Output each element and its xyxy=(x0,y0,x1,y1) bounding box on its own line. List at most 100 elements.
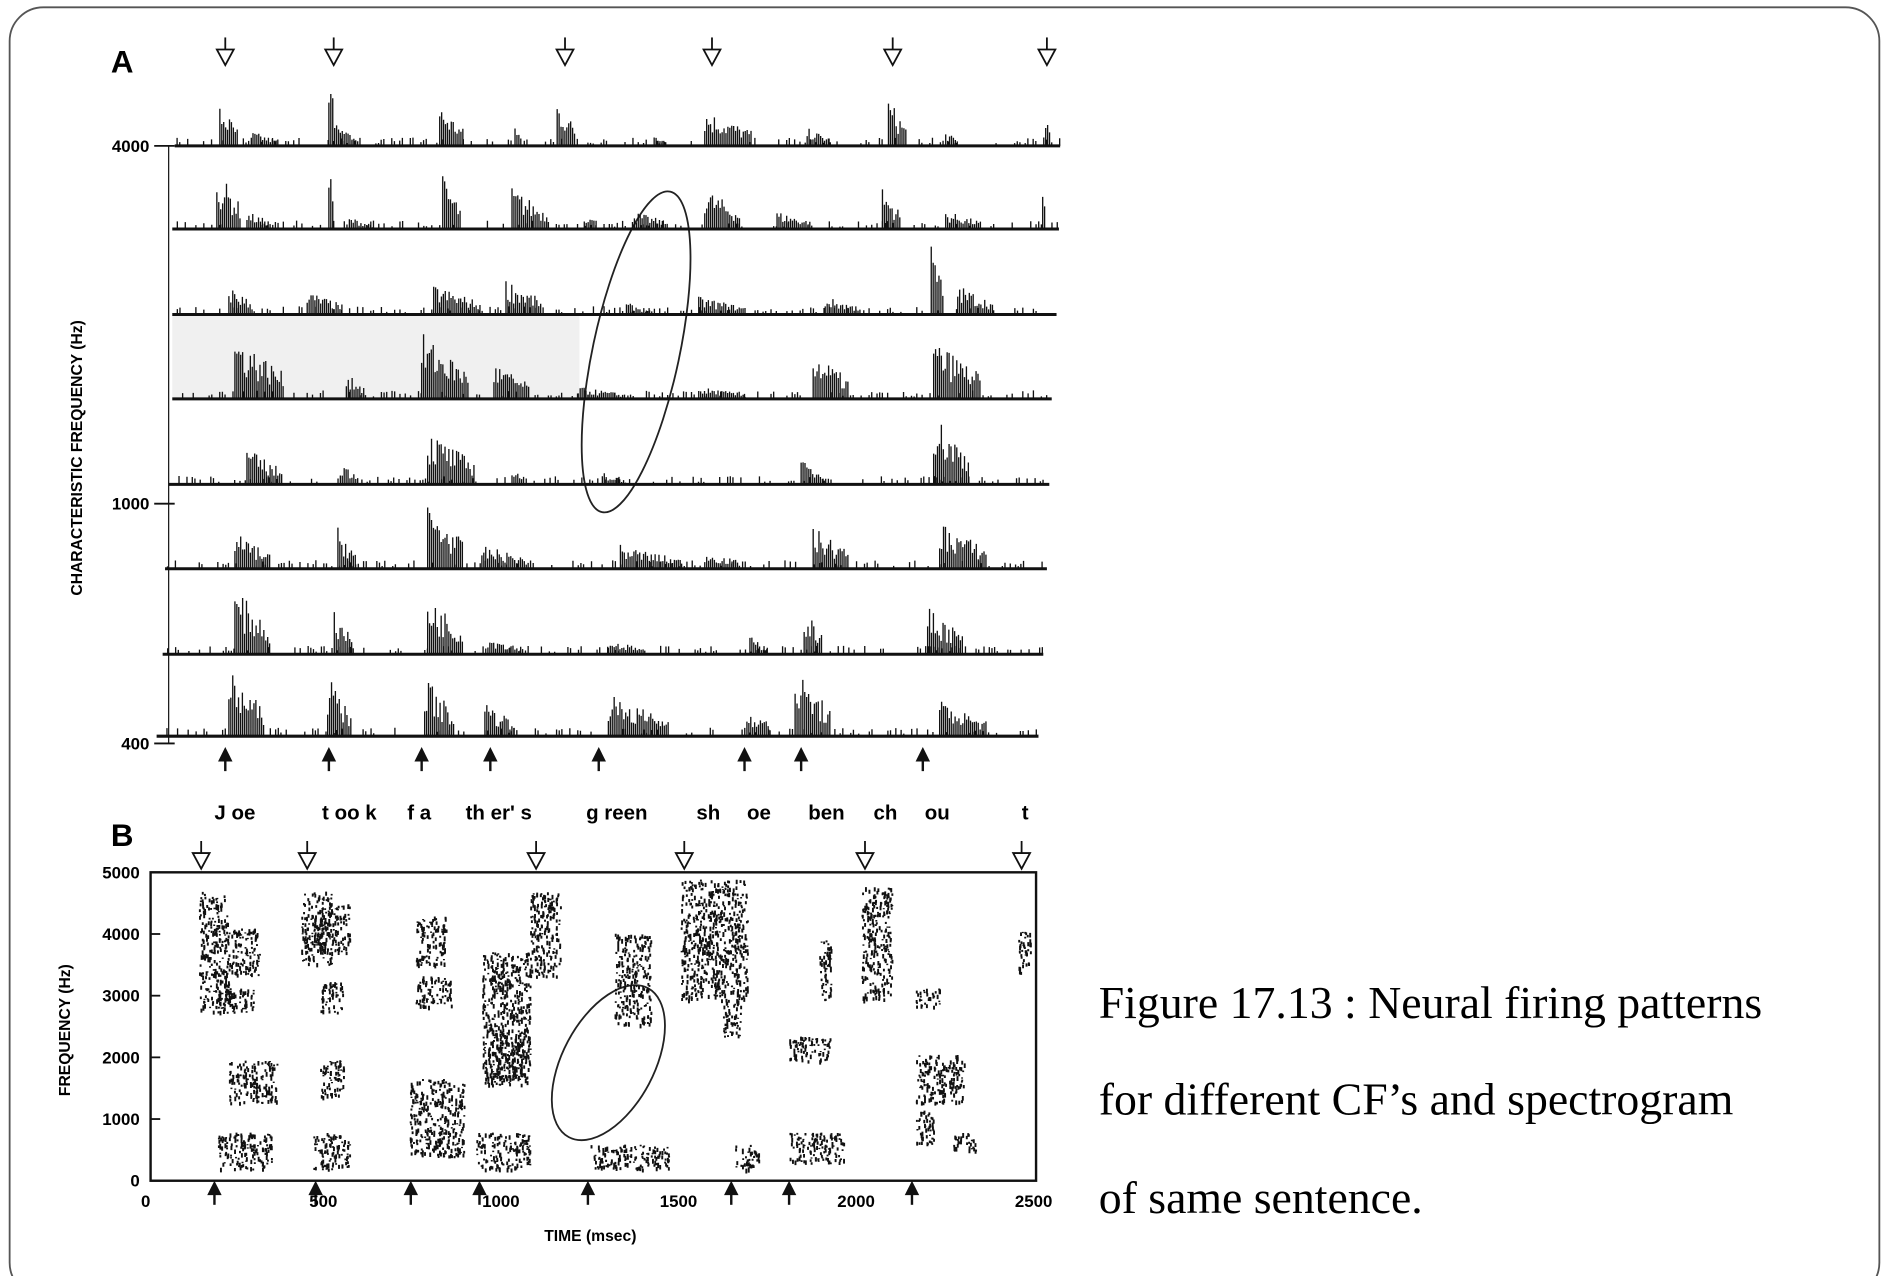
arrow xyxy=(472,1180,487,1196)
spectrogram-patch xyxy=(319,903,352,956)
arrow xyxy=(215,48,236,68)
tick-label: 1000 xyxy=(102,1110,140,1129)
spectrogram-patch xyxy=(861,887,894,1004)
phoneme-label: ou xyxy=(925,801,950,824)
spectrogram-patch xyxy=(198,891,231,1015)
arrow xyxy=(702,48,722,68)
spectrogram-patch xyxy=(722,1000,743,1039)
arrow xyxy=(321,747,337,762)
tick-label: 4000 xyxy=(112,137,150,156)
tick-label: 1000 xyxy=(112,495,150,514)
spike-train xyxy=(167,598,1043,655)
spectrogram-patch xyxy=(229,928,261,978)
spectrogram-patch xyxy=(819,940,833,1002)
y-axis-label: FREQUENCY (Hz) xyxy=(57,964,74,1096)
tick-label: 0 xyxy=(141,1192,150,1211)
arrow xyxy=(793,747,809,762)
y-axis-label: CHARACTERISTIC FREQUENCY (Hz) xyxy=(69,320,86,595)
phoneme-label: oe xyxy=(747,801,771,824)
arrow xyxy=(904,1180,920,1196)
caption-line: of same sentence. xyxy=(1099,1172,1423,1223)
arrow xyxy=(297,852,318,871)
spectrogram-patch xyxy=(415,976,453,1011)
phoneme-label: t xyxy=(1022,801,1029,824)
highlight-ellipse xyxy=(550,984,666,1142)
spectrogram xyxy=(198,879,1032,1174)
phoneme-label: t oo k xyxy=(322,801,377,824)
x-axis-label: TIME (msec) xyxy=(544,1228,636,1245)
tick-label: 2500 xyxy=(1015,1192,1053,1211)
spectrogram-patch xyxy=(915,988,942,1010)
spectrogram-patch xyxy=(409,1079,466,1159)
tick-label: 400 xyxy=(121,734,149,753)
tick-label: 0 xyxy=(130,1172,139,1191)
arrow xyxy=(724,1180,739,1196)
spike-train xyxy=(166,675,1037,737)
tick-label: 5000 xyxy=(102,863,140,882)
spectrogram-patch xyxy=(680,879,749,1004)
spike-train xyxy=(176,176,1058,229)
arrow xyxy=(218,747,233,762)
spectrogram-patch xyxy=(301,891,334,968)
arrow xyxy=(414,747,429,762)
spectrogram-patch xyxy=(789,1132,846,1166)
phoneme-label: J oe xyxy=(214,801,255,824)
arrow xyxy=(1011,852,1032,871)
spectrogram-patch xyxy=(530,892,562,979)
spectrogram-frame xyxy=(149,871,1038,1182)
arrow xyxy=(737,747,752,762)
spectrogram-patch xyxy=(415,916,448,969)
panel-label: B xyxy=(111,818,134,853)
spectrogram-patch xyxy=(590,1144,671,1173)
spectrogram-patch xyxy=(915,1054,966,1106)
panel-label: A xyxy=(111,44,134,79)
highlight-ellipse xyxy=(580,190,692,514)
arrow xyxy=(403,1180,419,1196)
spectrogram-patch xyxy=(735,1144,761,1174)
tick-label: 2000 xyxy=(102,1048,140,1067)
arrow xyxy=(191,852,212,871)
arrow xyxy=(526,852,547,871)
arrow xyxy=(781,1180,797,1196)
spike-train xyxy=(176,246,1037,315)
spectrogram-patch xyxy=(217,988,255,1016)
spectrogram-patch xyxy=(476,1132,532,1173)
arrow xyxy=(207,1180,222,1196)
spectrogram-patch xyxy=(217,1132,273,1173)
arrow xyxy=(483,747,498,762)
phoneme-label: f a xyxy=(407,801,432,824)
phoneme-label: ben xyxy=(808,801,844,824)
phoneme-label: sh xyxy=(696,801,720,824)
tick-label: 500 xyxy=(309,1192,337,1211)
phoneme-label: g reen xyxy=(586,801,647,824)
phoneme-label: th er' s xyxy=(466,801,532,824)
spectrogram-patch xyxy=(614,933,653,1029)
spectrogram-patch xyxy=(1018,931,1032,975)
arrow xyxy=(580,1180,596,1196)
arrow xyxy=(855,852,875,871)
tick-label: 1500 xyxy=(660,1192,698,1211)
spectrogram-patch xyxy=(953,1133,978,1154)
phoneme-label: ch xyxy=(874,801,898,824)
tick-label: 1000 xyxy=(482,1192,520,1211)
spike-train xyxy=(178,424,1044,485)
spectrogram-patch xyxy=(228,1060,279,1106)
spectrogram-patch xyxy=(313,1133,352,1172)
spike-train xyxy=(181,334,1048,399)
arrow xyxy=(674,852,695,871)
arrow xyxy=(1036,48,1057,68)
spectrogram-patch xyxy=(789,1036,832,1065)
spectrogram-patch xyxy=(915,1110,935,1147)
tick-label: 2000 xyxy=(837,1192,875,1211)
arrow xyxy=(323,48,344,68)
spike-train xyxy=(176,93,1061,146)
spectrogram-patch xyxy=(488,1030,532,1083)
arrow xyxy=(555,48,575,68)
caption-line: for different CF’s and spectrogram xyxy=(1099,1073,1734,1124)
tick-label: 4000 xyxy=(102,925,140,944)
spectrogram-patch xyxy=(320,982,345,1015)
arrow xyxy=(882,48,903,68)
spike-train xyxy=(166,507,1043,569)
tick-label: 3000 xyxy=(102,987,140,1006)
